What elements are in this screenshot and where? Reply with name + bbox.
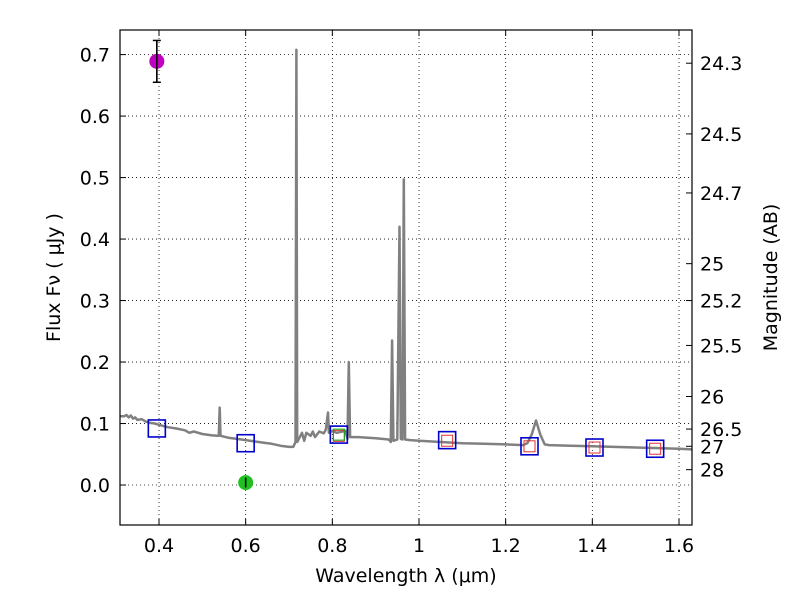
mag-tick-label: 27 (700, 436, 724, 458)
x-tick-label: 1 (413, 535, 425, 557)
model-band-marker (147, 419, 167, 438)
model-band-marker (520, 436, 539, 456)
x-axis-label: Wavelength λ (μm) (315, 565, 496, 587)
model-band-marker (585, 438, 604, 457)
spectrum-line (120, 48, 692, 451)
x-tick-label: 1.2 (491, 535, 521, 557)
y2-axis-label: Magnitude (AB) (760, 204, 782, 352)
mag-tick-label: 25.2 (700, 291, 742, 313)
x-tick-label: 0.4 (144, 535, 174, 557)
photometry-marker (649, 442, 662, 455)
mag-tick-label: 25.5 (700, 335, 742, 357)
y-tick-label: 0.1 (80, 414, 110, 436)
photometry-marker (523, 440, 536, 453)
mag-tick-label: 26 (700, 386, 724, 408)
model-band-marker (437, 430, 457, 450)
plot-area (120, 39, 692, 491)
plot-frame (119, 29, 693, 526)
mag-tick-label: 28 (700, 460, 724, 482)
x-tick-label: 1.4 (577, 535, 607, 557)
mag-tick-label: 25 (700, 254, 724, 276)
mag-tick-label: 24.7 (700, 183, 742, 205)
y-axis-label: Flux Fν ( μJy ) (43, 213, 65, 342)
model-band-marker (645, 439, 665, 459)
model-band-marker (236, 433, 255, 453)
y-tick-label: 0.6 (80, 106, 110, 128)
photometry-marker (588, 441, 601, 454)
axis-ticks: 0.4 0.6 0.8 1 1.2 1.4 1.6 0.0 0.1 0.2 0.3 0.4 0.5 0.6… (80, 30, 742, 557)
y-tick-label: 0.2 (80, 352, 110, 374)
mag-tick-label: 26.5 (700, 419, 742, 441)
mag-tick-label: 24.3 (700, 53, 742, 75)
x-tick-label: 1.6 (664, 535, 694, 557)
mag-tick-label: 24.5 (700, 124, 742, 146)
model-band-marker (329, 425, 349, 444)
y-tick-label: 0.5 (80, 168, 110, 190)
x-tick-label: 0.8 (317, 535, 347, 557)
x-tick-label: 0.6 (231, 535, 261, 557)
photometry-marker (441, 434, 454, 447)
y-tick-label: 0.4 (80, 229, 110, 251)
y-tick-label: 0.7 (80, 45, 110, 67)
grid-layer (120, 30, 692, 525)
y-tick-label: 0.0 (80, 475, 110, 497)
photometry-marker (332, 428, 345, 441)
y-tick-label: 0.3 (80, 291, 110, 313)
